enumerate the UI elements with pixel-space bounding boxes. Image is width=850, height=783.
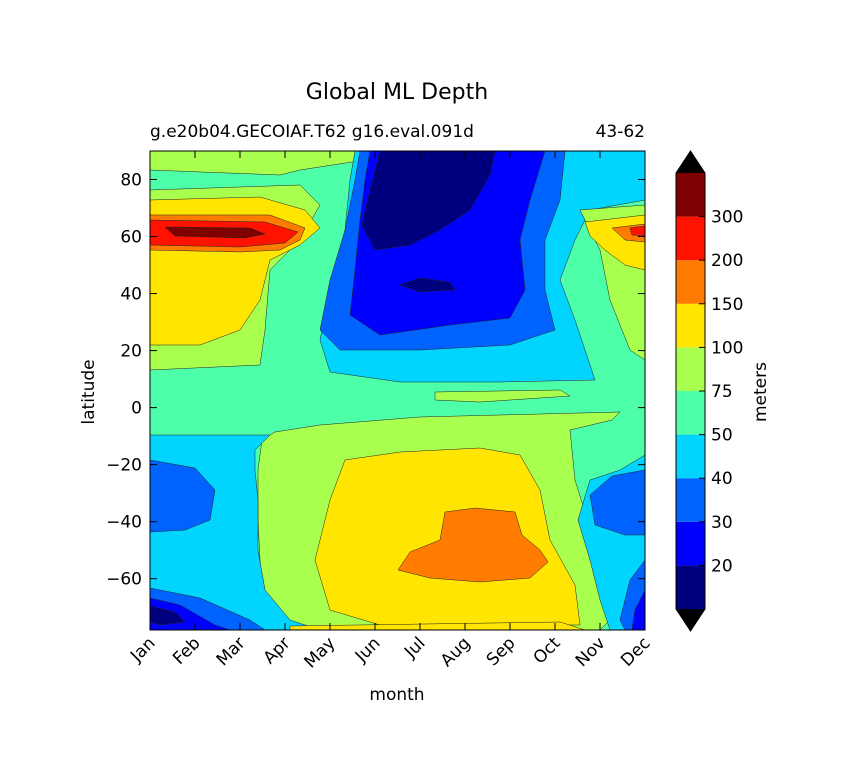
contour-75-100-equatorial bbox=[434, 389, 571, 403]
colorbar-swatch bbox=[676, 173, 705, 217]
colorbar-swatch bbox=[676, 391, 705, 435]
contour-bottom-strip bbox=[289, 621, 586, 630]
colorbar-label: meters bbox=[751, 362, 771, 422]
colorbar-tick-label: 20 bbox=[711, 556, 733, 576]
contour-under-20-south-left-bottom bbox=[150, 605, 186, 626]
contour-75-100-arctic bbox=[150, 151, 366, 176]
colorbar-tick-label: 100 bbox=[711, 338, 743, 358]
colorbar-swatch bbox=[676, 521, 705, 566]
plot-area bbox=[150, 151, 645, 630]
x-axis-label: month bbox=[369, 685, 424, 705]
y-tick-label: 0 bbox=[131, 399, 142, 419]
colorbar-extend-max bbox=[676, 151, 705, 173]
colorbar-tick-label: 30 bbox=[711, 513, 733, 533]
x-tick-label: Aug bbox=[437, 633, 475, 671]
y-tick-label: −60 bbox=[106, 570, 142, 590]
x-tick-label: Mar bbox=[213, 633, 250, 670]
contour-under-20-north-summer-blob bbox=[399, 277, 456, 293]
contour-under-20-north-summer bbox=[361, 151, 496, 251]
x-tick-label: Jun bbox=[351, 633, 385, 667]
colorbar-extend-min bbox=[676, 609, 705, 631]
y-axis-label: latitude bbox=[79, 359, 99, 424]
x-tick-label: Apr bbox=[260, 633, 295, 668]
x-tick-label: Sep bbox=[483, 633, 520, 670]
colorbar-swatch bbox=[676, 260, 705, 304]
y-axis: 80 60 40 20 0 −20 −40 −60 bbox=[106, 171, 645, 590]
contour-300-plus-north-winter bbox=[164, 226, 266, 239]
y-tick-label: 40 bbox=[120, 285, 142, 305]
y-tick-label: 20 bbox=[120, 342, 142, 362]
contour-under-20-south-right-bottom bbox=[631, 589, 645, 630]
colorbar-outline bbox=[675, 150, 706, 632]
colorbar-tick-label: 75 bbox=[711, 382, 733, 402]
colorbar-swatch bbox=[676, 347, 705, 391]
x-tick-label: Jan bbox=[126, 633, 159, 666]
contour-150-200-south bbox=[397, 507, 549, 583]
colorbar-swatch bbox=[676, 478, 705, 522]
y-tick-label: 60 bbox=[120, 228, 142, 248]
chart-subtitle-left: g.e20b04.GECOIAF.T62 g16.eval.091d bbox=[150, 122, 474, 142]
y-tick-label: −20 bbox=[106, 456, 142, 476]
colorbar-tick-label: 50 bbox=[711, 426, 733, 446]
x-tick-label: Oct bbox=[530, 633, 565, 668]
contour-30-40-south-left bbox=[150, 459, 216, 533]
x-tick-label: Dec bbox=[617, 633, 654, 670]
x-tick-label: Nov bbox=[572, 633, 610, 671]
y-tick-label: −40 bbox=[106, 513, 142, 533]
x-tick-label: Feb bbox=[169, 633, 204, 668]
colorbar-swatch bbox=[676, 303, 705, 348]
plot-frame bbox=[149, 150, 646, 631]
colorbar-swatch bbox=[676, 216, 705, 261]
contour-30-40-south-right bbox=[589, 469, 645, 536]
x-tick-label: May bbox=[301, 633, 340, 672]
colorbar-tick-label: 300 bbox=[711, 208, 743, 228]
y-tick-label: 80 bbox=[120, 171, 142, 191]
x-tick-label: Jul bbox=[400, 633, 429, 662]
colorbar-tick-label: 40 bbox=[711, 469, 733, 489]
colorbar-swatch bbox=[676, 565, 705, 609]
colorbar-tick-label: 200 bbox=[711, 251, 743, 271]
chart-title: Global ML Depth bbox=[306, 80, 488, 105]
colorbar-tick-label: 150 bbox=[711, 295, 743, 315]
colorbar-swatch bbox=[676, 434, 705, 479]
colorbar: 20 30 40 50 75 100 150 200 300 bbox=[675, 150, 743, 632]
contour-200-300-north-winter-dec bbox=[629, 225, 645, 237]
chart-subtitle-right: 43-62 bbox=[596, 122, 645, 142]
